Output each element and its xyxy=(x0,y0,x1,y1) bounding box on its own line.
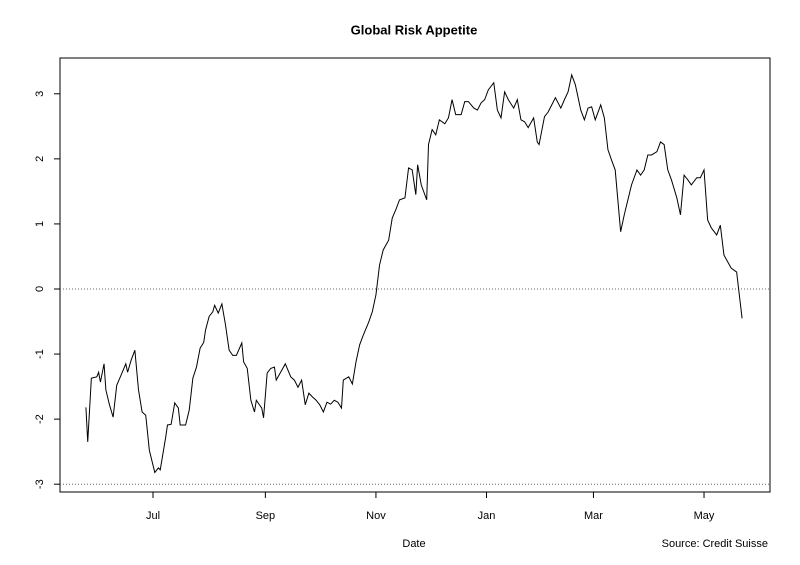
y-tick-label: 1 xyxy=(34,221,46,227)
y-tick-label: -2 xyxy=(34,414,46,424)
y-tick-label: -1 xyxy=(34,349,46,359)
y-tick-label: 0 xyxy=(34,286,46,292)
x-tick-label: Mar xyxy=(584,510,603,522)
x-tick-label: Nov xyxy=(366,510,386,522)
y-tick-label: 2 xyxy=(34,156,46,162)
plot-frame xyxy=(59,57,771,493)
chart-title: Global Risk Appetite xyxy=(351,22,478,37)
x-tick-label: May xyxy=(694,510,715,522)
data-line xyxy=(85,73,743,474)
x-tick-label: Sep xyxy=(256,510,276,522)
source-note: Source: Credit Suisse xyxy=(662,538,768,550)
y-tick-label: -3 xyxy=(34,479,46,489)
x-tick-label: Jul xyxy=(146,510,160,522)
x-tick-label: Jan xyxy=(478,510,496,522)
x-axis-label: Date xyxy=(402,538,425,550)
y-tick-label: 3 xyxy=(34,91,46,97)
